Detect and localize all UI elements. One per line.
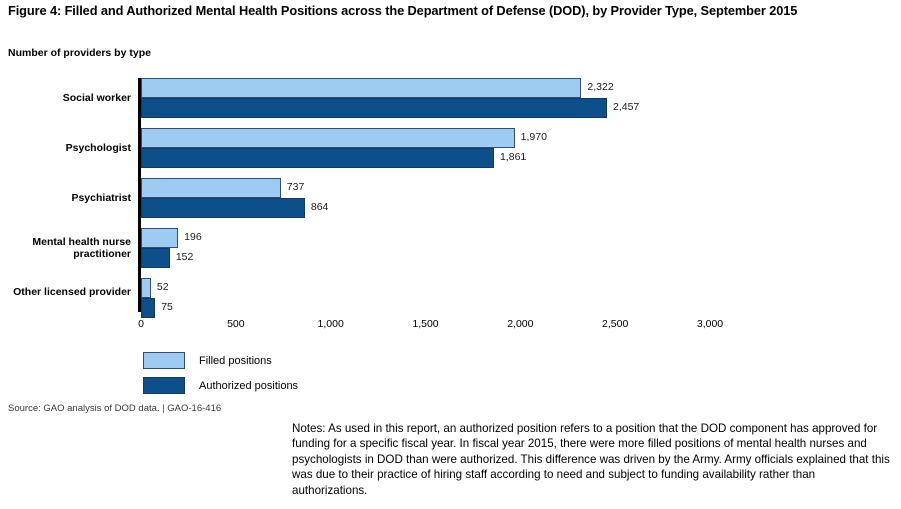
bar-value-label: 2,457 [613,101,640,113]
bar-value-label: 2,322 [587,81,614,93]
figure-notes: Notes: As used in this report, an author… [292,422,890,497]
chart-axis-note: Number of providers by type [8,47,151,59]
x-axis-tick: 2,000 [507,318,534,330]
bar-chart: 0 500 1,000 1,500 2,000 2,500 3,000 Social wor… [0,70,901,330]
category-label: Other licensed provider [13,285,131,298]
figure-title: Figure 4: Filled and Authorized Mental H… [8,3,798,18]
category-label: Psychologist [65,141,131,154]
x-axis-tick: 500 [227,318,245,330]
x-axis-tick: 2,500 [602,318,629,330]
bar-value-label: 1,861 [499,151,527,163]
bar-filled [141,178,281,198]
bar-value-label: 864 [310,201,329,213]
x-axis-tick: 1,000 [317,318,344,330]
bar-filled [141,78,582,98]
bar-value-label: 737 [286,181,305,193]
legend-swatch-filled [143,352,185,369]
x-axis-tick: 3,000 [696,318,724,330]
legend-item: Authorized positions [143,375,298,396]
category-label: Mental health nurse practitioner [32,235,131,261]
bar-authorized [141,98,607,118]
bar-authorized [141,298,156,318]
x-axis: 0 500 1,000 1,500 2,000 2,500 3,000 [138,318,724,338]
bar-value-label: 196 [184,231,202,243]
bar-authorized [141,198,305,218]
y-axis-line [138,78,141,312]
bar-filled [141,128,515,148]
bar-authorized [141,148,494,168]
legend-label: Filled positions [199,354,272,367]
bar-filled [141,278,151,298]
legend-label: Authorized positions [199,379,299,392]
bar-value-label: 1,970 [520,131,547,143]
bar-value-label: 75 [161,301,173,313]
bar-value-label: 152 [175,251,194,263]
bar-filled [141,228,179,248]
x-axis-tick: 0 [138,318,144,330]
bar-authorized [141,248,170,268]
chart-legend: Filled positions Authorized positions [143,350,298,400]
legend-swatch-authorized [143,377,185,394]
source-line: Source: GAO analysis of DOD data. | GAO-… [8,403,222,414]
x-axis-tick: 1,500 [412,318,439,330]
category-label: Psychiatrist [71,191,131,204]
bar-value-label: 52 [156,281,169,293]
category-label: Social worker [62,91,131,104]
legend-item: Filled positions [143,350,298,371]
